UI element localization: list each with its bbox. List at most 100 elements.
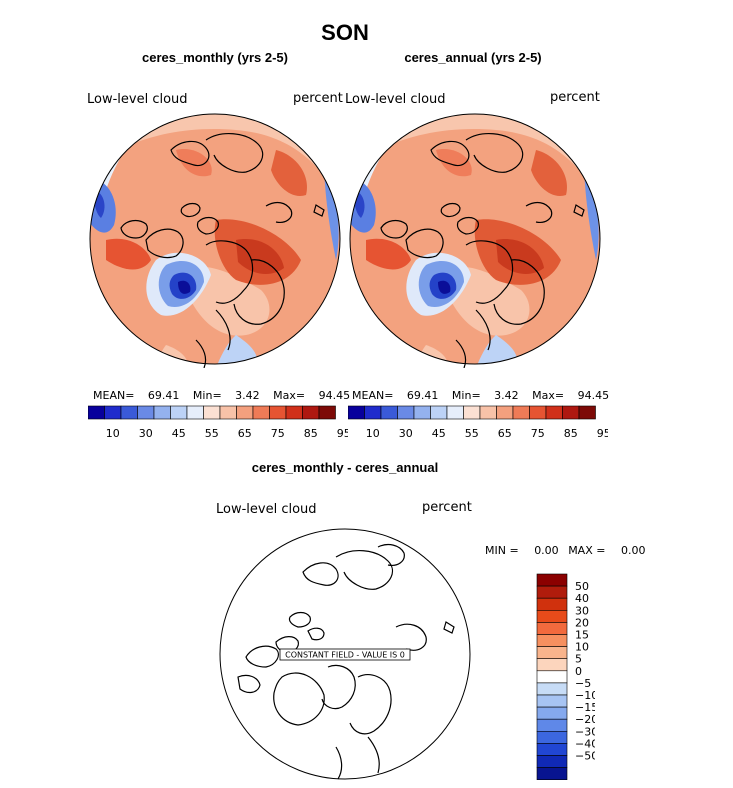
left-colorbar-tick-label: 10 xyxy=(106,427,120,440)
right-colorbar: 10 30 45 55 65 75 85 95 xyxy=(348,405,608,440)
diff-max-value: 0.00 xyxy=(620,544,646,557)
left-stats: MEAN= 69.41 Min= 3.42 Max= 94.45 xyxy=(93,389,350,402)
left-colorbar-tick-label: 30 xyxy=(139,427,153,440)
diff-colorbar-swatch xyxy=(536,694,568,708)
diff-colorbar-tick-label: −15 xyxy=(575,701,595,714)
diff-colorbar-tick-label: 50 xyxy=(575,580,589,593)
diff-colorbar-tick-label: −30 xyxy=(575,725,595,738)
diff-colorbar-swatch xyxy=(536,731,568,744)
diff-colorbar-tick-label: −50 xyxy=(575,750,595,763)
right-colorbar-swatch xyxy=(562,405,580,420)
right-colorbar-tick-label: 55 xyxy=(465,427,479,440)
diff-min-label: MIN = xyxy=(485,544,519,557)
right-colorbar-swatch xyxy=(413,405,431,420)
left-colorbar-swatch xyxy=(318,405,336,420)
right-colorbar-swatch xyxy=(348,405,365,420)
right-colorbar-swatch xyxy=(496,405,514,420)
diff-colorbar-tick-label: 20 xyxy=(575,616,589,629)
left-colorbar-swatch xyxy=(203,405,221,420)
left-colorbar-swatch xyxy=(236,405,254,420)
right-colorbar-swatch xyxy=(529,405,547,420)
left-colorbar-tick-label: 75 xyxy=(271,427,285,440)
left-colorbar-swatch xyxy=(302,405,320,420)
diff-colorbar-swatch xyxy=(536,670,568,684)
left-colorbar-swatch xyxy=(269,405,287,420)
diff-units-label: percent xyxy=(422,500,472,515)
left-variable-label: Low-level cloud xyxy=(87,92,188,107)
left-colorbar-swatch xyxy=(252,405,270,420)
diff-colorbar-tick-label: 10 xyxy=(575,641,589,654)
diff-polar-map: CONSTANT FIELD - VALUE IS 0 xyxy=(219,528,471,780)
left-colorbar-tick-label: 65 xyxy=(238,427,252,440)
diff-colorbar-tick-label: 0 xyxy=(575,665,582,678)
diff-colorbar-swatch xyxy=(536,706,568,720)
diff-colorbar-tick-label: −40 xyxy=(575,737,595,750)
diff-colorbar-swatch xyxy=(536,597,568,611)
right-colorbar-swatch xyxy=(446,405,464,420)
right-colorbar-tick-label: 30 xyxy=(399,427,413,440)
diff-colorbar-swatch xyxy=(536,573,568,587)
diff-colorbar-swatch xyxy=(536,682,568,696)
diff-colorbar-tick-label: 15 xyxy=(575,629,589,642)
diff-colorbar-tick-label: −10 xyxy=(575,689,595,702)
diff-max-label: MAX = xyxy=(568,544,606,557)
left-min-label: Min= xyxy=(192,389,222,402)
diff-variable-label: Low-level cloud xyxy=(216,502,317,517)
diff-colorbar-swatch xyxy=(536,658,568,672)
diff-colorbar-swatch xyxy=(536,609,568,623)
diff-colorbar-tick-label: 5 xyxy=(575,653,582,666)
right-colorbar-swatch xyxy=(545,405,563,420)
right-colorbar-swatch xyxy=(397,405,415,420)
left-colorbar-tick-label: 45 xyxy=(172,427,186,440)
right-panel-title: ceres_annual (yrs 2-5) xyxy=(404,50,542,65)
diff-colorbar-swatch xyxy=(536,743,568,756)
right-colorbar-tick-label: 75 xyxy=(531,427,545,440)
right-mean-value: 69.41 xyxy=(406,389,439,402)
left-colorbar-tick-label: 85 xyxy=(304,427,318,440)
left-colorbar-swatch xyxy=(88,405,105,420)
right-colorbar-swatch xyxy=(430,405,448,420)
right-colorbar-swatch xyxy=(578,405,596,420)
diff-stats: MIN = 0.00 MAX = 0.00 xyxy=(485,544,645,557)
right-max-label: Max= xyxy=(532,389,565,402)
right-min-value: 3.42 xyxy=(494,389,519,402)
left-colorbar-swatch xyxy=(186,405,204,420)
right-colorbar-tick-label: 65 xyxy=(498,427,512,440)
diff-colorbar-swatch xyxy=(536,622,568,635)
right-mean-label: MEAN= xyxy=(352,389,394,402)
diff-colorbar-swatch xyxy=(536,646,568,659)
right-min-label: Min= xyxy=(451,389,481,402)
right-colorbar-swatch xyxy=(364,405,382,420)
left-colorbar-swatch xyxy=(285,405,303,420)
right-stats: MEAN= 69.41 Min= 3.42 Max= 94.45 xyxy=(352,389,609,402)
diff-colorbar-tick-label: 30 xyxy=(575,604,589,617)
left-colorbar-tick-label: 55 xyxy=(205,427,219,440)
diff-colorbar-swatch xyxy=(536,634,568,647)
right-colorbar-tick-label: 95 xyxy=(597,427,608,440)
right-max-value: 94.45 xyxy=(577,389,610,402)
left-min-value: 3.42 xyxy=(235,389,260,402)
right-colorbar-tick-label: 10 xyxy=(366,427,380,440)
left-units-label: percent xyxy=(293,91,343,106)
left-colorbar-swatch xyxy=(153,405,171,420)
diff-min-value: 0.00 xyxy=(534,544,559,557)
diff-colorbar-tick-label: −5 xyxy=(575,677,591,690)
diff-colorbar-swatch xyxy=(536,767,568,781)
left-colorbar-swatch xyxy=(137,405,155,420)
left-colorbar-swatch xyxy=(170,405,188,420)
right-variable-label: Low-level cloud xyxy=(345,92,446,107)
right-colorbar-swatch xyxy=(512,405,530,420)
diff-colorbar-swatch xyxy=(536,755,568,768)
left-colorbar: 10 30 45 55 65 75 85 95 xyxy=(88,405,348,440)
right-colorbar-swatch xyxy=(463,405,481,420)
right-polar-map xyxy=(349,113,601,368)
page-title: SON xyxy=(321,20,369,45)
left-colorbar-swatch xyxy=(104,405,122,420)
left-mean-label: MEAN= xyxy=(93,389,135,402)
diff-colorbar-tick-label: −20 xyxy=(575,713,595,726)
diff-colorbar-swatch xyxy=(536,718,568,732)
right-colorbar-swatch xyxy=(479,405,497,420)
diff-colorbar-swatch xyxy=(536,585,568,599)
constant-field-message: CONSTANT FIELD - VALUE IS 0 xyxy=(285,651,405,660)
